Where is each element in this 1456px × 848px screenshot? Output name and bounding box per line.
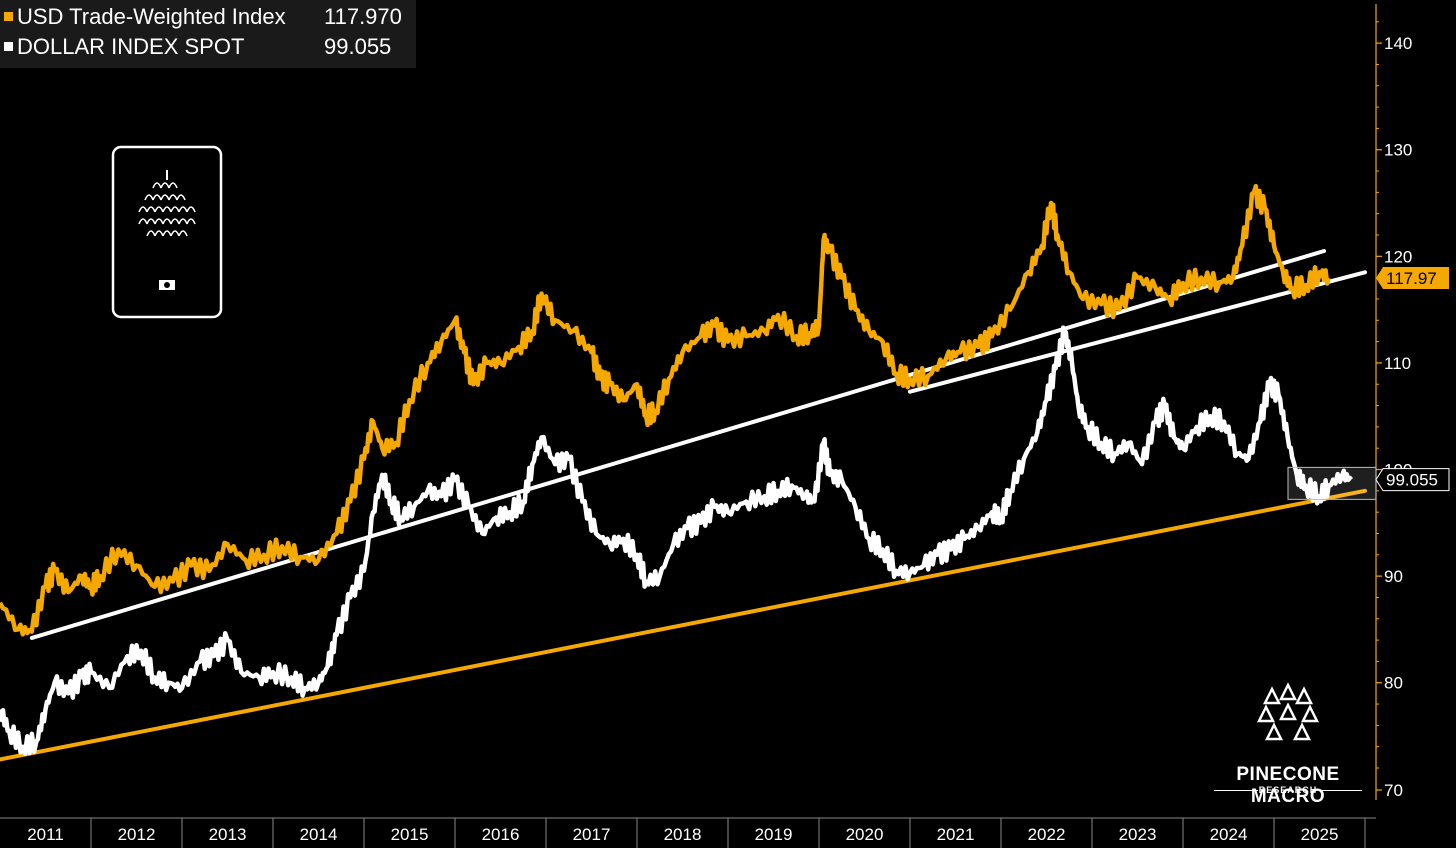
x-tick-label: 2015 (391, 825, 429, 844)
brand-mark-facet (1292, 722, 1312, 741)
series-line-dollar-index (0, 325, 1353, 757)
y-tick-label: 70 (1384, 781, 1403, 800)
y-tick-label: 80 (1384, 674, 1403, 693)
pinecone-scale (152, 194, 162, 201)
x-tick-label: 2024 (1210, 825, 1248, 844)
pinecone-scale (176, 194, 186, 201)
logo-card (111, 145, 223, 319)
legend-swatch (4, 12, 13, 21)
x-tick-label: 2011 (27, 825, 64, 844)
brand-mark-facet (1264, 722, 1284, 741)
pinecone-scale (154, 230, 164, 237)
trendline-3 (908, 270, 1367, 394)
pinecone-icon (111, 145, 1320, 741)
brand-divider-left (1214, 790, 1258, 791)
pinecone-scale (160, 194, 170, 201)
pinecone-scale (146, 218, 156, 225)
legend-item-trade-weighted: USD Trade-Weighted Index 117.970 (4, 2, 402, 32)
x-tick-label: 2014 (300, 825, 338, 844)
pinecone-scale (178, 230, 188, 237)
brand-mark-facet (1278, 682, 1298, 701)
x-tick-label: 2019 (755, 825, 793, 844)
trendline-1 (0, 488, 1367, 762)
value-tags-group: 117.97 99.055 (1375, 266, 1450, 492)
brand-mark-facet (1256, 704, 1276, 723)
pinecone-scale (162, 218, 172, 225)
y-tick-label: 90 (1384, 567, 1403, 586)
x-tick-label: 2018 (664, 825, 702, 844)
x-tick-label: 2013 (209, 825, 247, 844)
x-tick-label: 2017 (573, 825, 611, 844)
x-tick-label: 2025 (1301, 825, 1339, 844)
value-tag-label-dollar-index: 99.055 (1386, 471, 1438, 490)
pinecone-scale (170, 218, 180, 225)
pinecone-scale (154, 206, 164, 213)
x-tick-label: 2016 (482, 825, 520, 844)
x-tick-label: 2020 (846, 825, 884, 844)
y-tick-label: 110 (1384, 354, 1411, 373)
pinecone-scale (152, 182, 162, 189)
series-group (0, 183, 1377, 757)
logo-badge-dot (164, 282, 170, 288)
brand-divider-right (1318, 790, 1362, 791)
pinecone-scale (138, 206, 148, 213)
legend-value: 99.055 (324, 34, 392, 59)
range-highlight-box (1287, 466, 1377, 500)
pinecone-scale (186, 206, 196, 213)
brand-mark-facet (1294, 686, 1314, 705)
x-tick-label: 2012 (118, 825, 156, 844)
legend-value: 117.970 (324, 4, 402, 29)
value-tag-trade-weighted (1376, 266, 1449, 289)
series-line-trade-weighted (0, 183, 1331, 637)
legend-swatch (4, 42, 13, 51)
legend-item-dollar-index: DOLLAR INDEX SPOT 99.055 (4, 32, 391, 62)
pinecone-scale (168, 194, 178, 201)
pinecone-scale (138, 218, 148, 225)
pinecone-scale (170, 206, 180, 213)
pinecone-scale (162, 230, 172, 237)
y-tick-label: 120 (1384, 247, 1412, 266)
pinecone-scale (146, 230, 156, 237)
pinecone-scale (154, 218, 164, 225)
y-tick-label: 130 (1384, 141, 1412, 160)
legend-label: DOLLAR INDEX SPOT (17, 34, 245, 59)
pinecone-scale (186, 218, 196, 225)
value-tag-label-trade-weighted: 117.97 (1386, 269, 1437, 288)
trendlines-group (0, 248, 1367, 762)
pinecone-scale (146, 206, 156, 213)
brand-mark-icon (1256, 682, 1320, 741)
pinecone-scale (170, 230, 180, 237)
x-tick-label: 2021 (937, 825, 975, 844)
x-tick-label: 2022 (1028, 825, 1066, 844)
pinecone-scale (178, 218, 188, 225)
x-tick-label: 2023 (1119, 825, 1157, 844)
pinecone-scale (178, 206, 188, 213)
brand-mark-facet (1300, 704, 1320, 723)
brand-mark-facet (1262, 686, 1282, 705)
pinecone-scale (162, 206, 172, 213)
legend-label: USD Trade-Weighted Index (17, 4, 286, 29)
brand-subtitle: RESEARCH (1258, 785, 1318, 795)
legend: USD Trade-Weighted Index 117.970 DOLLAR I… (0, 0, 416, 68)
brand-mark-facet (1278, 702, 1298, 721)
y-tick-label: 140 (1384, 34, 1412, 53)
value-tag-dollar-index (1375, 468, 1450, 492)
pinecone-scale (144, 194, 154, 201)
pinecone-scale (160, 182, 170, 189)
brand-name: PINECONE MACRO (1236, 764, 1340, 807)
pinecone-scale (168, 182, 178, 189)
